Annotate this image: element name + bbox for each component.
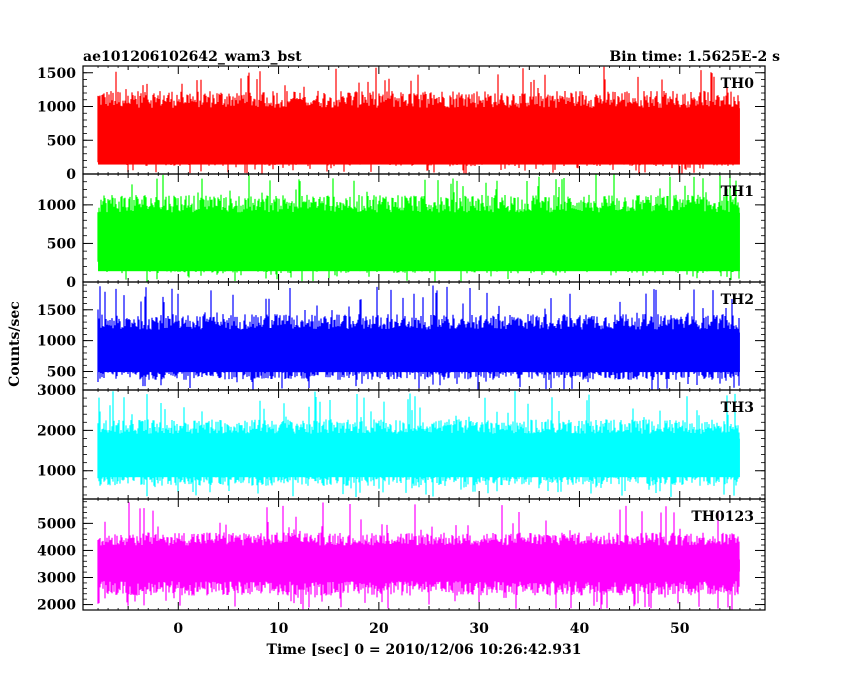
y-tick-label: 3000 [37, 383, 76, 399]
y-tick-label: 1000 [37, 334, 76, 350]
series-trace [97, 174, 740, 282]
y-tick-label: 2000 [37, 423, 76, 439]
panel-th0: 0 500 1000 1500 TH0 [37, 65, 766, 183]
y-tick-label: 1500 [37, 66, 76, 82]
y-tick-label: 1000 [37, 198, 76, 214]
observation-id-title: ae101206102642_wam3_bst [83, 49, 302, 65]
panel-label: TH0 [721, 76, 755, 92]
bin-time-title: Bin time: 1.5625E-2 s [609, 49, 780, 65]
y-tick-label: 4000 [37, 543, 76, 559]
series-th3 [97, 391, 740, 497]
series-trace [97, 502, 740, 610]
panel-label: TH1 [721, 184, 754, 200]
panel-th1: 0 500 1000 TH1 [37, 173, 766, 291]
y-tick-label: 500 [47, 364, 76, 380]
y-tick-label: 1000 [37, 464, 76, 480]
panel-label: TH3 [721, 400, 754, 416]
y-tick-label: 5000 [37, 516, 76, 532]
y-axis-label: Counts/sec [7, 301, 23, 387]
y-tick-label: 0 [66, 167, 76, 183]
panel-label: TH2 [721, 292, 754, 308]
x-tick-label: 30 [469, 621, 489, 637]
series-trace [97, 285, 740, 390]
panel-th2: 500 1000 1500 TH2 [37, 281, 766, 391]
y-tick-label: 2000 [37, 598, 76, 614]
y-tick-label: 500 [47, 236, 76, 252]
panels-group: 050010001500TH005001000TH150010001500TH2… [37, 65, 766, 637]
y-tick-label: 1000 [37, 100, 76, 116]
panel-frame [82, 498, 766, 611]
x-tick-label: 10 [269, 621, 289, 637]
x-tick-label: 40 [570, 621, 590, 637]
x-axis-label: Time [sec] 0 = 2010/12/06 10:26:42.931 [267, 642, 582, 658]
y-tick-label: 0 [66, 275, 76, 291]
y-tick-label: 1500 [37, 303, 76, 319]
series-trace [97, 66, 740, 174]
series-th2 [97, 285, 740, 390]
series-trace [97, 391, 740, 497]
series-th0123 [97, 502, 740, 610]
panel-th0123: 2000 3000 4000 5000 TH0123 [37, 498, 766, 614]
x-tick-label: 0 [173, 621, 183, 637]
y-tick-label: 3000 [37, 571, 76, 587]
series-th1 [97, 174, 740, 282]
y-tick-label: 500 [47, 133, 76, 149]
panel-label: TH0123 [691, 509, 754, 525]
x-tick-label: 50 [670, 621, 690, 637]
panel-th3: 1000 2000 3000 TH3 [37, 383, 766, 500]
x-tick-label: 20 [369, 621, 389, 637]
series-th0 [97, 66, 740, 174]
